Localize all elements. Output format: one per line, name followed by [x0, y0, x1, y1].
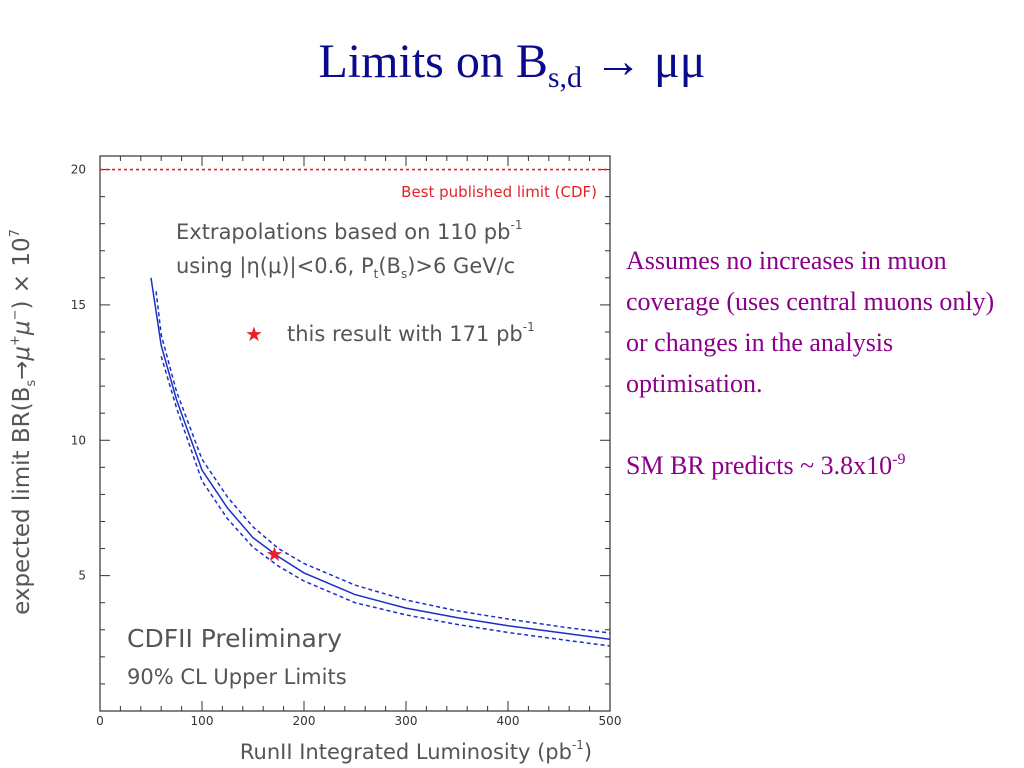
sm-prediction-note: SM BR predicts ~ 3.8x10-9: [626, 451, 906, 480]
y-tick-label: 5: [78, 569, 86, 583]
x-tick-label: 400: [497, 714, 520, 728]
limit-band-curve: [160, 356, 611, 647]
plot-frame: [99, 155, 611, 712]
cl-upper-limits-label: 90% CL Upper Limits: [127, 665, 347, 689]
annotation-line-1: Extrapolations based on 110 pb-1: [176, 218, 522, 244]
axis-ticks: [99, 156, 611, 711]
assumption-note: Assumes no increases in muon coverage (u…: [626, 246, 995, 398]
side-notes: Assumes no increases in muon coverage (u…: [626, 240, 1016, 486]
expected-limit-curve: [150, 277, 611, 641]
limit-curves: [150, 277, 611, 647]
slide-title: Limits on Bs,d → μμ: [0, 34, 1024, 95]
x-axis-title: RunII Integrated Luminosity (pb-1): [240, 738, 592, 764]
x-tick-label: 100: [191, 714, 214, 728]
title-main: Limits on B: [318, 35, 548, 88]
legend-star-icon: ★: [245, 322, 263, 346]
title-arrow: →: [594, 35, 643, 88]
x-tick-label: 200: [293, 714, 316, 728]
cdf-preliminary-label: CDFII Preliminary: [127, 624, 342, 653]
best-published-limit-label: Best published limit (CDF): [401, 183, 597, 201]
limit-band-curve: [155, 291, 611, 634]
legend-star-label: this result with 171 pb-1: [287, 320, 535, 346]
x-tick-label: 500: [599, 714, 622, 728]
x-tick-label: 0: [96, 714, 104, 728]
y-tick-label: 20: [71, 163, 86, 177]
title-subscript: s,d: [547, 61, 583, 94]
axis-tick-labels: 0 100 200 300 400 500 5 10 15 20: [71, 163, 622, 728]
y-tick-label: 15: [71, 298, 86, 312]
annotation-line-2: using |η(μ)|<0.6, Pt(Bs)>6 GeV/c: [176, 254, 515, 281]
title-tail: μμ: [654, 35, 706, 88]
this-result-star: ★: [265, 542, 283, 566]
x-tick-label: 300: [395, 714, 418, 728]
y-tick-label: 10: [71, 433, 86, 447]
result-markers: ★: [265, 542, 283, 566]
y-axis-title: expected limit BR(Bs→μ+μ−) × 107: [8, 229, 39, 615]
